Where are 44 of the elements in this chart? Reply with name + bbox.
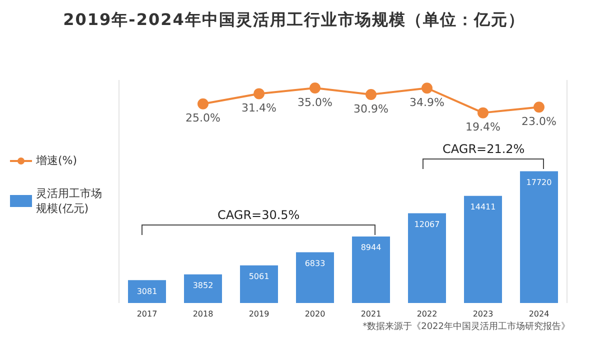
point [478, 107, 488, 118]
bar [408, 213, 446, 303]
data-label: 34.9% [410, 96, 444, 109]
point [254, 88, 264, 100]
data-label: 3081 [136, 286, 158, 296]
annotation: CAGR=21.2% [442, 142, 526, 156]
legend-label: 增速(%) [36, 153, 78, 168]
annotation: CAGR=30.5% [216, 208, 301, 222]
point [534, 102, 544, 113]
data-label: 31.4% [242, 102, 276, 115]
bar [352, 236, 390, 303]
x-tick-label: 2024 [528, 310, 550, 319]
point [198, 98, 208, 110]
x-tick-label: 2022 [416, 310, 438, 319]
data-label: 25.0% [186, 112, 220, 125]
point [310, 82, 320, 94]
bar [128, 280, 166, 303]
x-tick-label: 2019 [248, 310, 270, 319]
data-label: 17720 [526, 178, 552, 187]
bar [520, 171, 558, 303]
bar [240, 265, 278, 303]
bar [184, 274, 222, 303]
data-label: 35.0% [298, 96, 332, 109]
x-tick-label: 2018 [192, 310, 214, 319]
data-label: 5061 [248, 272, 270, 282]
data-label: 8944 [360, 243, 382, 252]
x-tick-label: 2020 [304, 310, 326, 319]
legend-label: 灵活用工市场规模(亿元) [36, 186, 103, 216]
data-label: 23.0% [522, 114, 556, 128]
data-label: 30.9% [354, 102, 388, 116]
text: *数据来源于《2022年中国灵活用工市场研究报告》 [362, 320, 570, 333]
bar [296, 252, 334, 303]
data-label: 6833 [304, 258, 326, 268]
data-label: 14411 [470, 202, 496, 212]
chart-title: 2019年-2024年中国灵活用工行业市场规模（单位：亿元） [62, 10, 526, 31]
x-tick-label: 2021 [360, 310, 382, 319]
x-tick-label: 2023 [472, 310, 494, 319]
x-tick-label: 2017 [136, 310, 158, 319]
point [422, 82, 432, 94]
data-label: 19.4% [466, 120, 500, 134]
point [366, 88, 376, 100]
data-label: 3852 [192, 281, 214, 290]
bar [464, 196, 502, 303]
data-label: 12067 [414, 220, 440, 229]
